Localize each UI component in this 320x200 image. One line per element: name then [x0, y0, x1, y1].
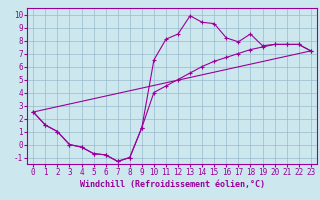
X-axis label: Windchill (Refroidissement éolien,°C): Windchill (Refroidissement éolien,°C) — [79, 180, 265, 189]
